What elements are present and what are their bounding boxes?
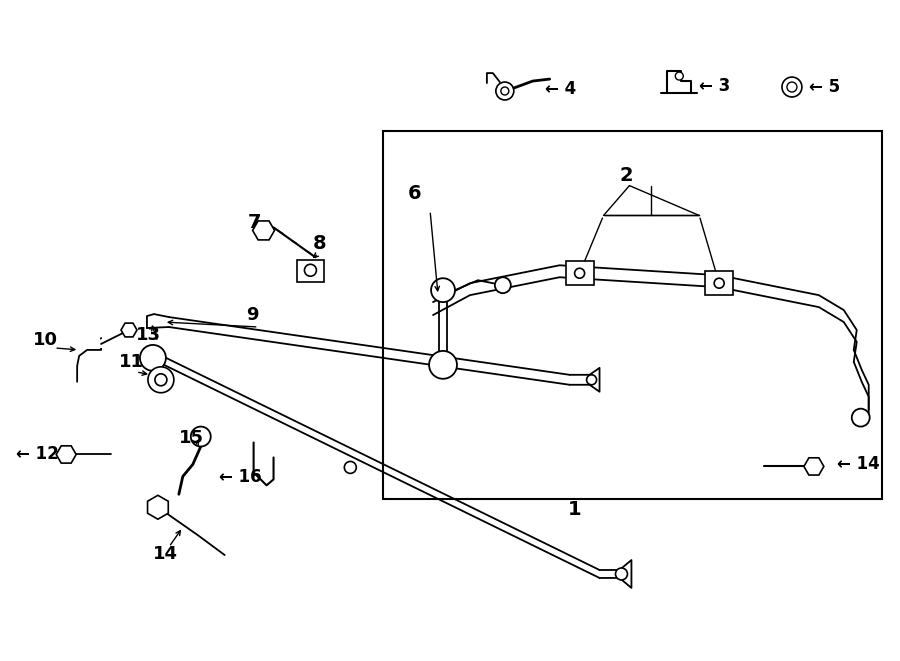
Text: 1: 1: [568, 500, 581, 519]
Circle shape: [345, 461, 356, 473]
Circle shape: [500, 87, 508, 95]
Circle shape: [496, 82, 514, 100]
Text: ← 4: ← 4: [544, 80, 576, 98]
Text: 13: 13: [136, 326, 161, 344]
Text: 8: 8: [312, 234, 326, 253]
Text: ← 3: ← 3: [699, 77, 731, 95]
Text: 10: 10: [33, 331, 58, 349]
Circle shape: [304, 264, 317, 276]
Text: 7: 7: [248, 213, 261, 232]
Circle shape: [787, 82, 796, 92]
Text: ← 12: ← 12: [16, 446, 59, 463]
Text: ← 14: ← 14: [837, 455, 879, 473]
Circle shape: [574, 268, 585, 278]
Circle shape: [429, 351, 457, 379]
Circle shape: [851, 408, 869, 426]
Circle shape: [431, 278, 455, 302]
Circle shape: [675, 72, 683, 80]
Text: 11: 11: [119, 353, 144, 371]
Text: ← 16: ← 16: [219, 469, 261, 486]
Text: 9: 9: [246, 306, 258, 324]
Circle shape: [587, 375, 597, 385]
Circle shape: [140, 345, 166, 371]
Circle shape: [782, 77, 802, 97]
Circle shape: [495, 277, 511, 293]
Circle shape: [616, 568, 627, 580]
Bar: [706, 271, 734, 295]
Text: 14: 14: [153, 545, 178, 563]
Text: 6: 6: [408, 184, 422, 203]
Circle shape: [715, 278, 724, 288]
Text: 2: 2: [619, 166, 633, 185]
Text: ← 5: ← 5: [809, 78, 840, 96]
Bar: [383, 131, 882, 499]
Text: 15: 15: [179, 428, 203, 447]
Circle shape: [191, 426, 211, 447]
Circle shape: [155, 374, 166, 386]
Bar: [565, 261, 594, 285]
Circle shape: [148, 367, 174, 393]
Bar: [298, 260, 324, 282]
